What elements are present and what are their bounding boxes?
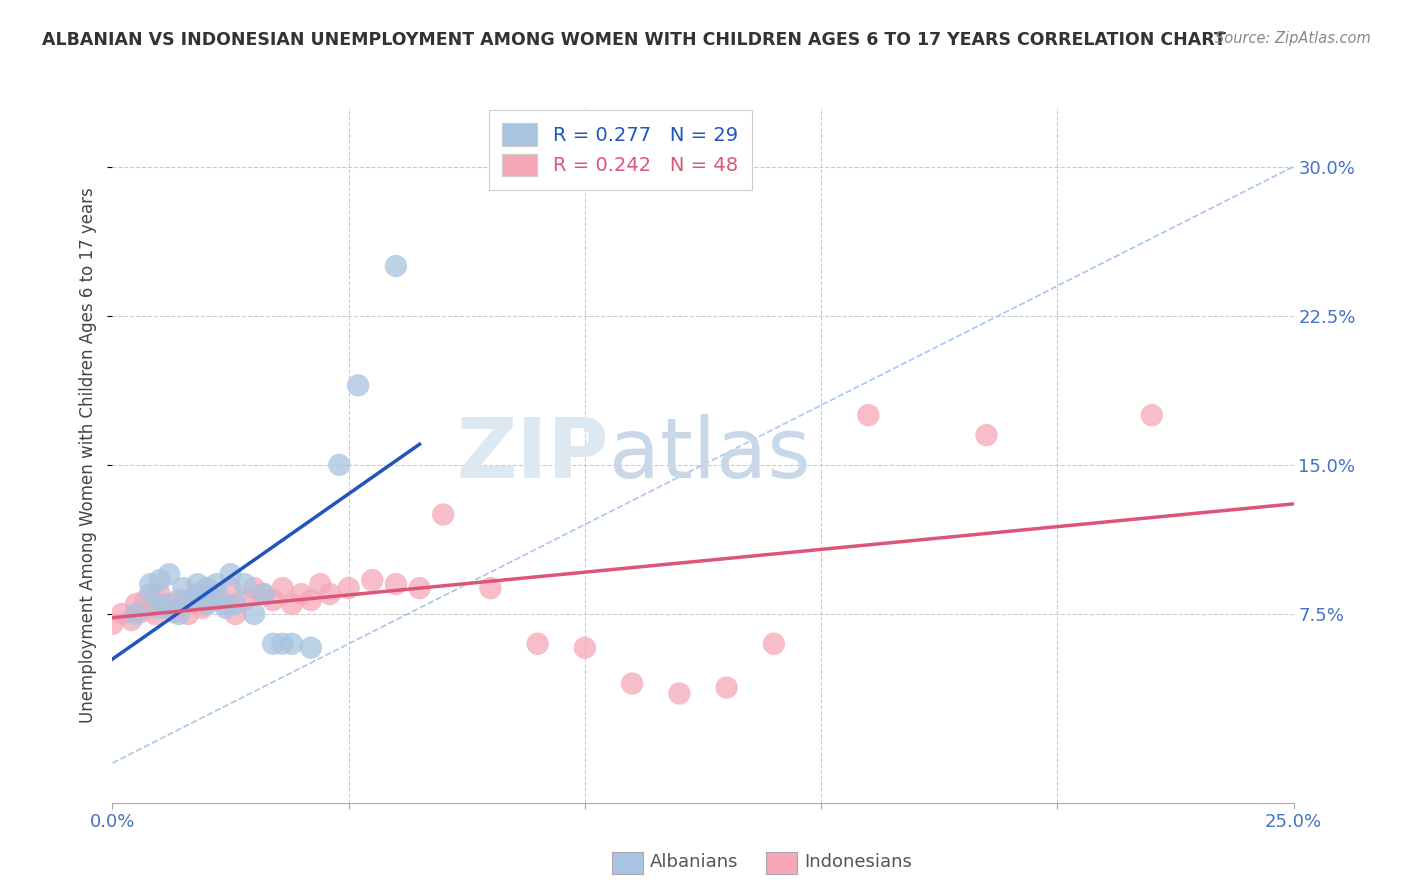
- Text: Indonesians: Indonesians: [804, 853, 912, 871]
- Point: [668, 686, 690, 700]
- Point: [167, 607, 190, 621]
- Point: [177, 607, 200, 621]
- Point: [101, 616, 124, 631]
- Point: [135, 593, 157, 607]
- Point: [172, 597, 194, 611]
- Point: [172, 581, 194, 595]
- Point: [143, 607, 166, 621]
- Point: [858, 408, 880, 422]
- Point: [191, 601, 214, 615]
- Point: [243, 607, 266, 621]
- Point: [149, 601, 172, 615]
- Point: [328, 458, 350, 472]
- Point: [149, 587, 172, 601]
- Point: [262, 637, 284, 651]
- Point: [195, 587, 218, 601]
- Point: [205, 587, 228, 601]
- Point: [716, 681, 738, 695]
- Point: [139, 587, 162, 601]
- Point: [215, 601, 238, 615]
- Point: [408, 581, 430, 595]
- Point: [215, 597, 238, 611]
- Point: [125, 597, 148, 611]
- Point: [205, 593, 228, 607]
- Point: [479, 581, 502, 595]
- Point: [139, 577, 162, 591]
- Point: [337, 581, 360, 595]
- Point: [129, 605, 152, 619]
- Point: [157, 567, 180, 582]
- Point: [262, 593, 284, 607]
- Text: Albanians: Albanians: [650, 853, 738, 871]
- Point: [205, 577, 228, 591]
- Point: [574, 640, 596, 655]
- Point: [219, 567, 242, 582]
- Point: [163, 605, 186, 619]
- Point: [309, 577, 332, 591]
- Point: [195, 597, 218, 611]
- Point: [290, 587, 312, 601]
- Legend: R = 0.277   N = 29, R = 0.242   N = 48: R = 0.277 N = 29, R = 0.242 N = 48: [489, 110, 752, 190]
- Point: [195, 581, 218, 595]
- Point: [149, 573, 172, 587]
- Point: [271, 637, 294, 651]
- Point: [319, 587, 342, 601]
- Point: [299, 640, 322, 655]
- Point: [186, 577, 208, 591]
- Point: [157, 597, 180, 611]
- Point: [233, 577, 256, 591]
- Point: [253, 587, 276, 601]
- Point: [177, 593, 200, 607]
- Point: [976, 428, 998, 442]
- Point: [224, 597, 246, 611]
- Point: [281, 597, 304, 611]
- Point: [385, 577, 408, 591]
- Point: [621, 676, 644, 690]
- Text: ALBANIAN VS INDONESIAN UNEMPLOYMENT AMONG WOMEN WITH CHILDREN AGES 6 TO 17 YEARS: ALBANIAN VS INDONESIAN UNEMPLOYMENT AMON…: [42, 31, 1226, 49]
- Point: [157, 601, 180, 615]
- Point: [233, 593, 256, 607]
- Point: [281, 637, 304, 651]
- Point: [1140, 408, 1163, 422]
- Point: [186, 597, 208, 611]
- Y-axis label: Unemployment Among Women with Children Ages 6 to 17 years: Unemployment Among Women with Children A…: [79, 187, 97, 723]
- Point: [120, 613, 142, 627]
- Point: [299, 593, 322, 607]
- Point: [125, 607, 148, 621]
- Point: [186, 587, 208, 601]
- Point: [167, 593, 190, 607]
- Point: [139, 601, 162, 615]
- Text: Source: ZipAtlas.com: Source: ZipAtlas.com: [1215, 31, 1371, 46]
- Point: [153, 597, 176, 611]
- Point: [181, 593, 204, 607]
- Text: atlas: atlas: [609, 415, 810, 495]
- Point: [361, 573, 384, 587]
- Point: [253, 587, 276, 601]
- Point: [526, 637, 548, 651]
- Point: [271, 581, 294, 595]
- Text: ZIP: ZIP: [456, 415, 609, 495]
- Point: [243, 581, 266, 595]
- Point: [219, 581, 242, 595]
- Point: [432, 508, 454, 522]
- Point: [224, 607, 246, 621]
- Point: [762, 637, 785, 651]
- Point: [111, 607, 134, 621]
- Point: [385, 259, 408, 273]
- Point: [347, 378, 370, 392]
